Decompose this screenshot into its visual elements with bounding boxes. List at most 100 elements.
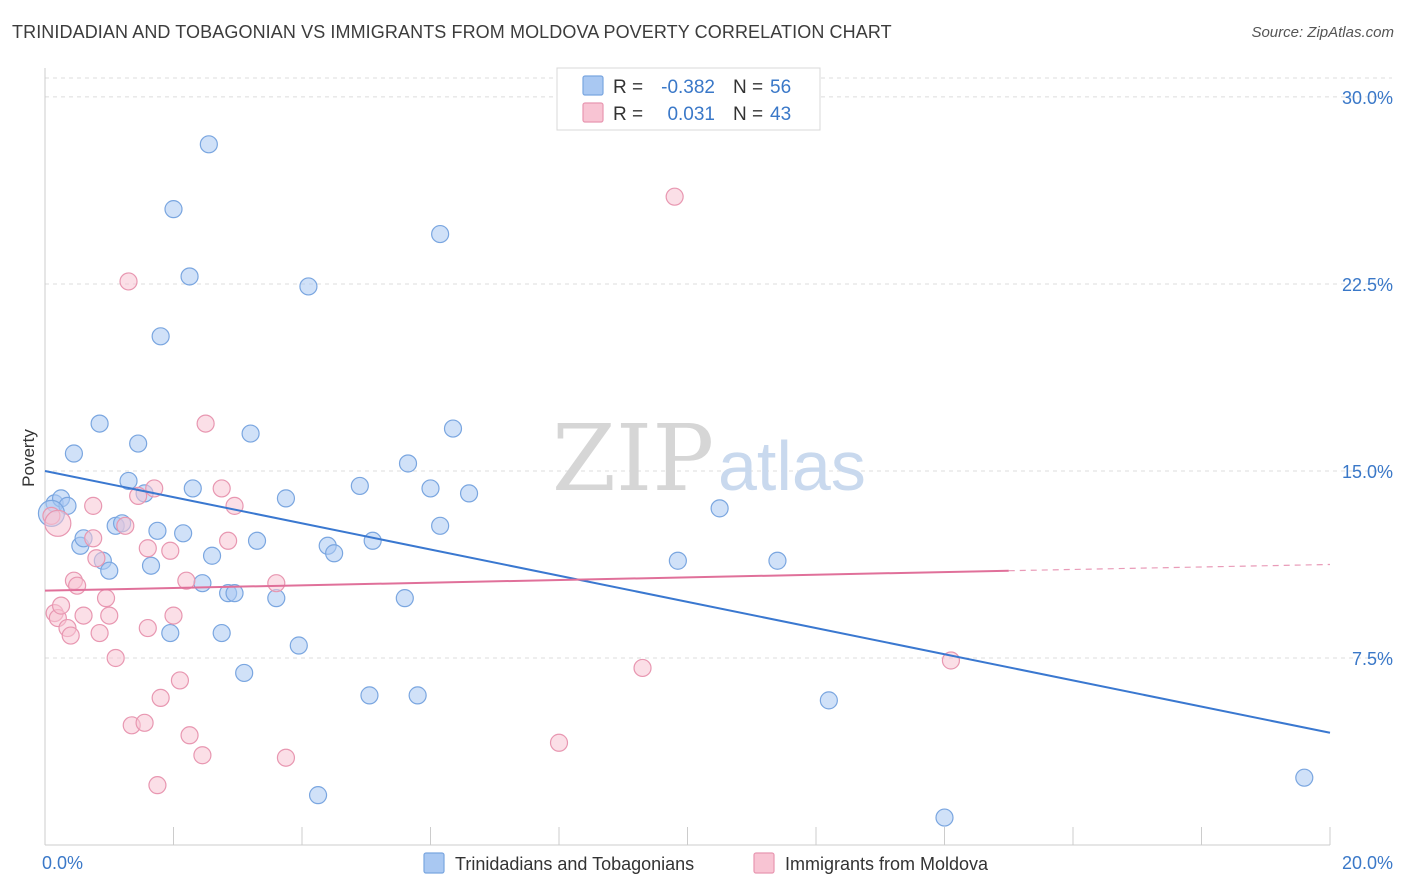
- point-series0-50: [710, 499, 729, 518]
- bottom-legend-swatch-0: [423, 852, 445, 874]
- point-series0-32: [276, 489, 296, 508]
- watermark-atlas: atlas: [718, 427, 866, 505]
- grid-lines: [45, 77, 1392, 659]
- point-series1-16: [116, 516, 135, 535]
- legend-n-value-1: 43: [770, 104, 791, 125]
- point-series0-42: [398, 454, 418, 473]
- legend-swatch-1: [582, 102, 604, 123]
- point-series0-25: [212, 623, 231, 643]
- x-tick-label-1: 20.0%: [1342, 853, 1393, 873]
- bottom-legend-label-1: Immigrants from Moldova: [785, 854, 989, 874]
- point-series0-14: [141, 556, 161, 575]
- point-series0-17: [161, 623, 180, 643]
- y-axis-title: Poverty: [19, 429, 38, 487]
- point-series0-51: [768, 551, 787, 570]
- point-series0-29: [241, 424, 260, 443]
- point-series1-39: [633, 658, 652, 678]
- point-series0-18: [164, 200, 183, 219]
- tick-labels: 7.5% 15.0% 22.5% 30.0% 0.0% 20.0% Poverty: [19, 88, 1393, 873]
- point-series1-26: [161, 541, 180, 560]
- point-series0-44: [421, 479, 440, 498]
- point-series1-12: [90, 623, 109, 643]
- point-series1-37: [276, 748, 296, 767]
- point-series1-24: [148, 776, 167, 795]
- point-series0-30: [247, 531, 267, 550]
- point-series1-5: [61, 626, 80, 645]
- point-series1-8: [74, 606, 93, 625]
- point-series1-25: [151, 688, 170, 707]
- legend-r-value-1: 0.031: [667, 104, 715, 125]
- point-series0-43: [408, 686, 427, 705]
- trend-lines: [44, 469, 1331, 734]
- point-series0-38: [350, 476, 369, 496]
- point-series0-35: [308, 786, 328, 805]
- point-series0-22: [193, 574, 212, 593]
- point-series1-30: [180, 726, 199, 745]
- point-series1-42: [44, 509, 72, 537]
- point-series0-21: [183, 479, 202, 498]
- point-series0-54: [1295, 768, 1314, 787]
- point-series0-45: [431, 516, 450, 535]
- legend-n-label-1: N =: [733, 104, 763, 125]
- source-label: Source: ZipAtlas.com: [1251, 24, 1394, 41]
- point-series1-34: [219, 531, 238, 550]
- point-series1-11: [87, 549, 106, 568]
- point-series1-32: [196, 414, 215, 433]
- trend-line-series0: [44, 469, 1331, 734]
- point-series0-39: [363, 531, 382, 550]
- point-series0-16: [151, 327, 170, 346]
- watermark-zip: ZIP: [552, 405, 714, 512]
- point-series0-34: [299, 277, 318, 296]
- y-tick-label-1: 15.0%: [1342, 462, 1393, 482]
- point-series1-14: [100, 606, 119, 625]
- point-series0-24: [202, 546, 222, 565]
- point-series0-28: [235, 663, 254, 683]
- legend-r-label-0: R =: [613, 77, 643, 98]
- watermark: ZIP atlas: [552, 405, 866, 512]
- axes: [44, 68, 1331, 846]
- point-series1-28: [170, 671, 190, 690]
- data-points: [37, 135, 1314, 827]
- point-series1-21: [138, 618, 157, 638]
- point-series0-47: [443, 419, 463, 438]
- bottom-legend-label-0: Trinidadians and Tobagonians: [455, 854, 694, 874]
- point-series0-19: [174, 524, 193, 543]
- point-series0-48: [459, 484, 479, 503]
- point-series0-37: [325, 544, 344, 563]
- point-series1-13: [96, 589, 116, 608]
- x-tick-label-0: 0.0%: [42, 853, 83, 873]
- point-series1-3: [51, 596, 71, 615]
- point-series1-31: [193, 746, 212, 765]
- point-series1-38: [549, 733, 569, 752]
- point-series1-10: [84, 496, 103, 515]
- point-series0-40: [360, 686, 379, 705]
- bottom-legend-swatch-1: [753, 852, 775, 874]
- point-series0-3: [64, 444, 84, 463]
- point-series1-7: [68, 576, 87, 595]
- series-legend: Trinidadians and Tobagonians Immigrants f…: [423, 852, 989, 874]
- point-series1-29: [177, 571, 196, 590]
- point-series0-23: [199, 135, 218, 154]
- point-series0-46: [431, 224, 450, 244]
- point-series0-41: [395, 589, 414, 608]
- point-series0-52: [819, 691, 838, 710]
- point-series0-27: [225, 584, 244, 603]
- point-series0-33: [289, 636, 308, 655]
- point-series0-20: [180, 267, 199, 286]
- point-series1-9: [84, 529, 103, 548]
- point-series0-49: [668, 551, 687, 570]
- point-series1-40: [665, 187, 684, 206]
- legend-r-label-1: R =: [613, 104, 643, 125]
- legend-swatch-0: [582, 75, 604, 96]
- point-series0-12: [129, 434, 148, 453]
- trend-line-series1: [44, 569, 1009, 592]
- point-series1-33: [212, 479, 231, 498]
- y-tick-label-0: 7.5%: [1352, 649, 1393, 669]
- point-series0-11: [119, 471, 138, 491]
- trend-line-dashed-series1: [1008, 563, 1331, 572]
- y-tick-label-3: 30.0%: [1342, 88, 1393, 108]
- point-series0-53: [935, 808, 954, 827]
- point-series1-22: [138, 539, 157, 558]
- point-series1-17: [119, 272, 138, 291]
